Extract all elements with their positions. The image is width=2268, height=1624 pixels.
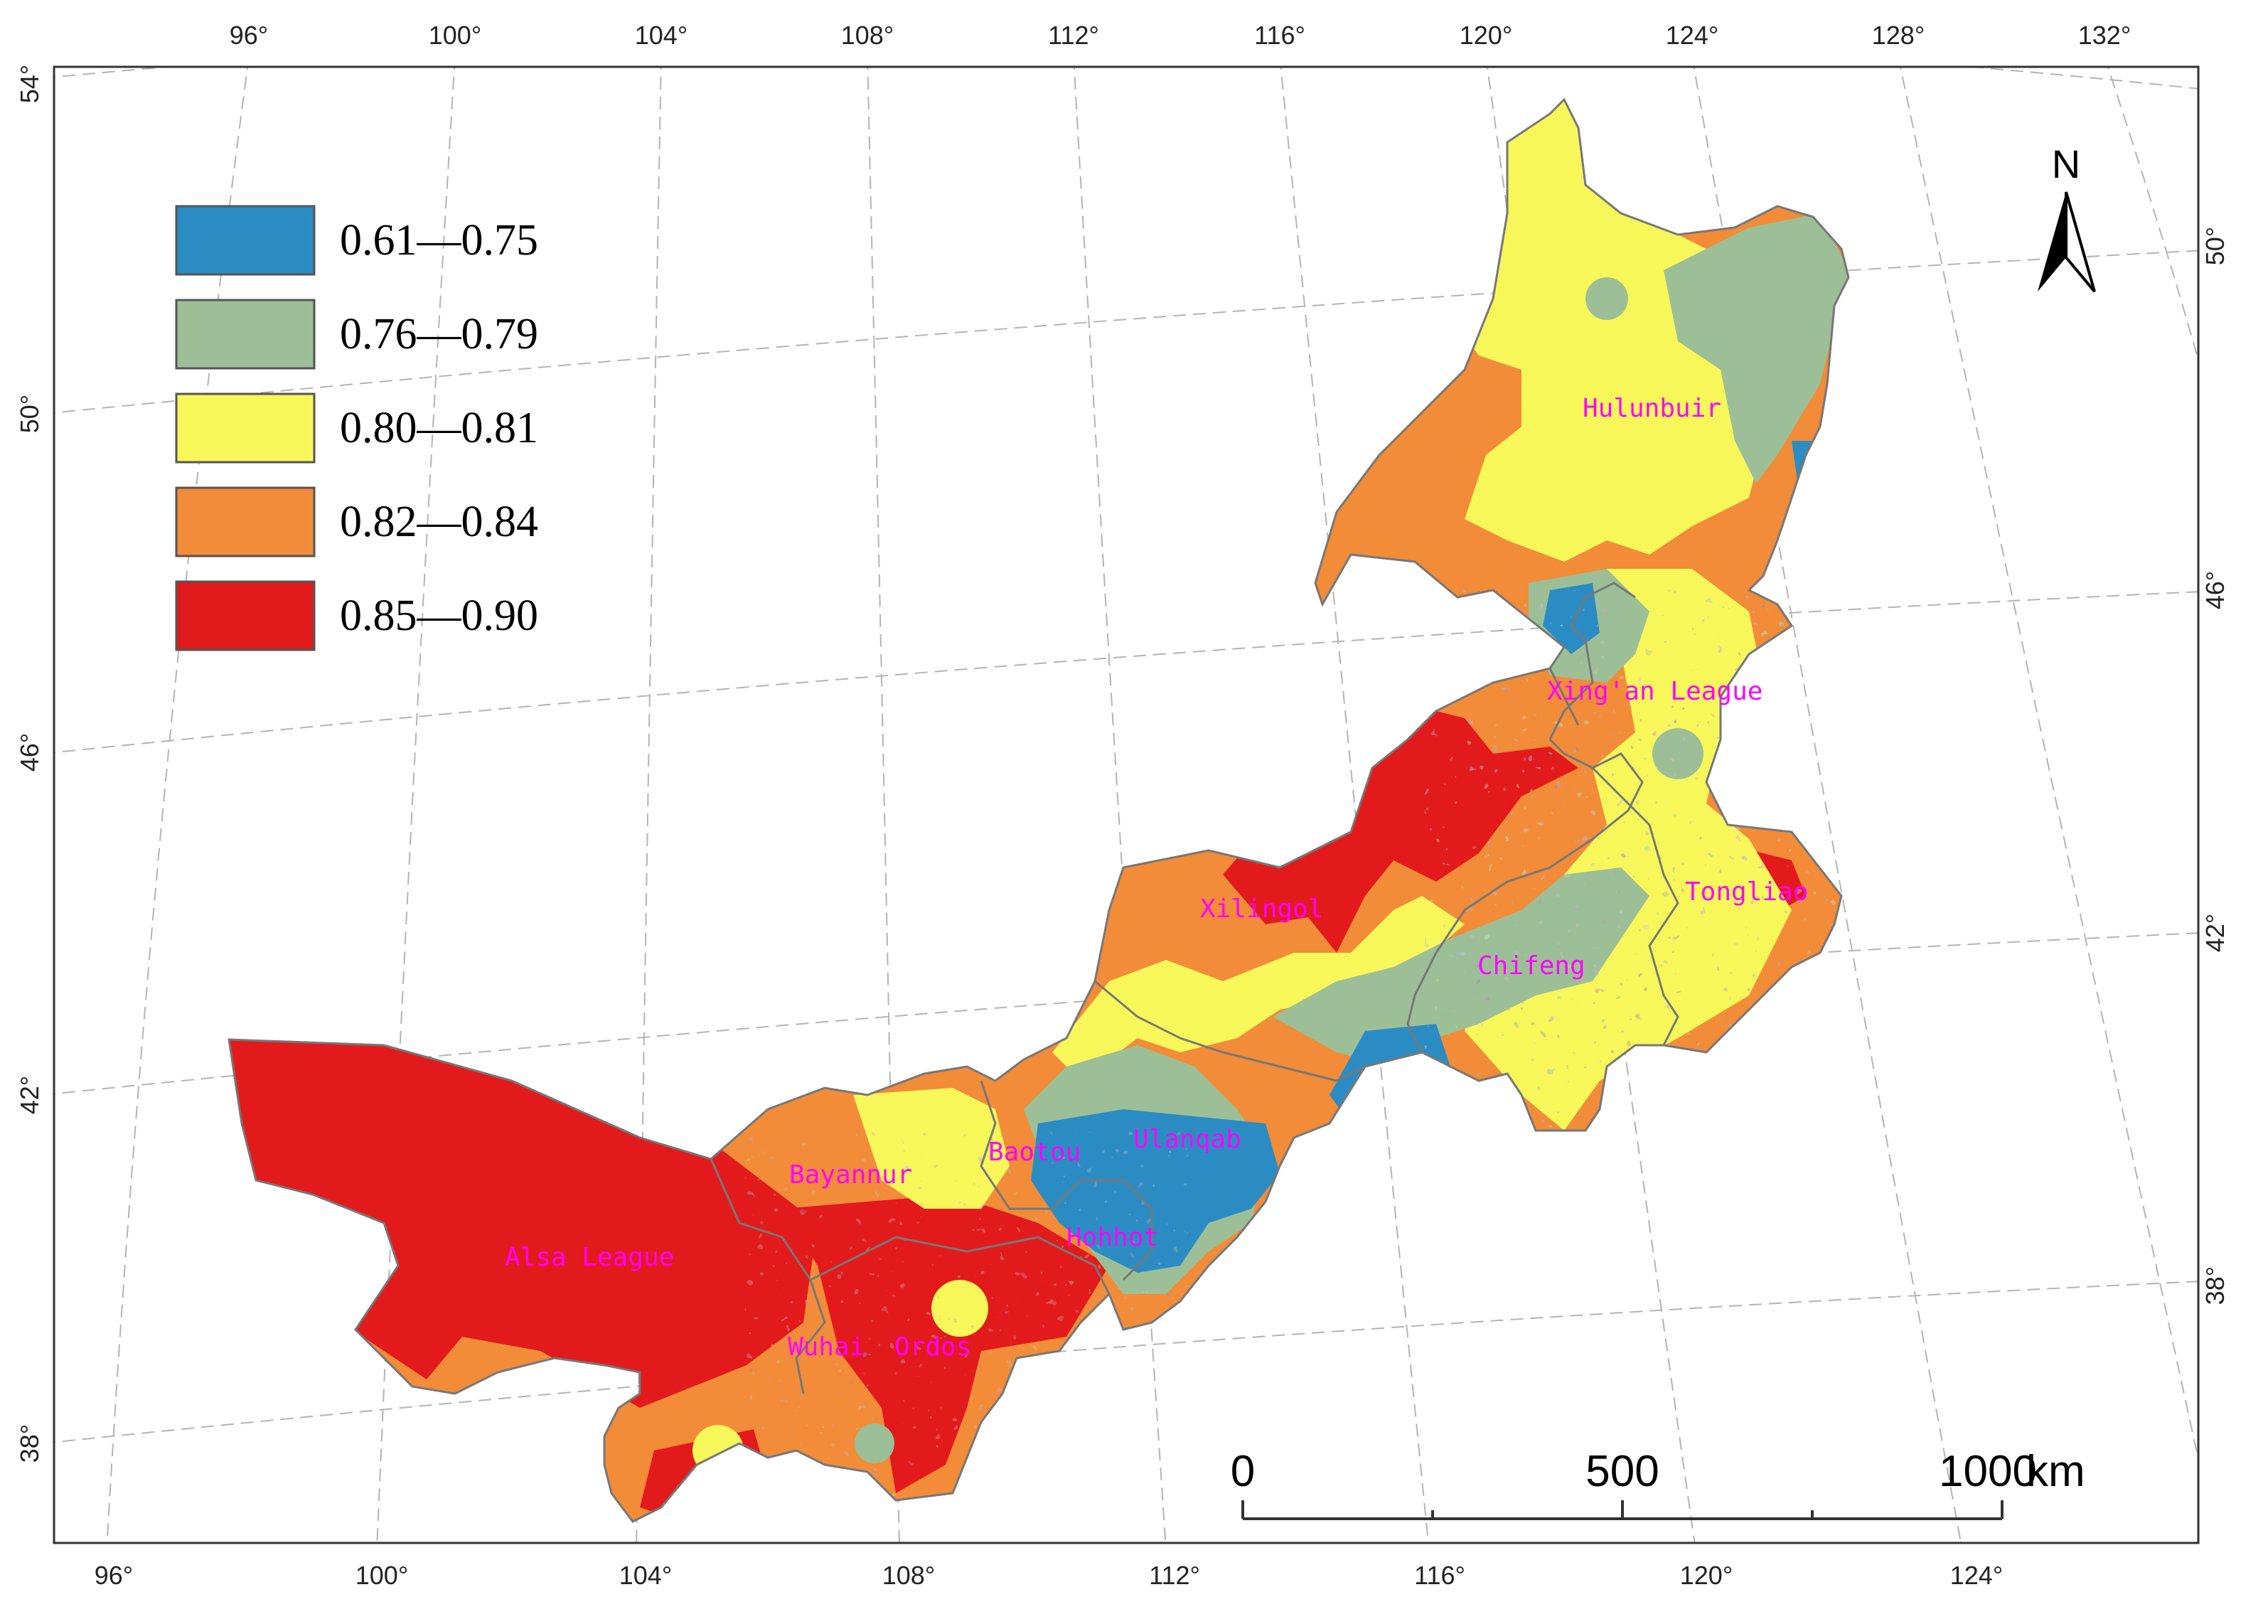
bottom-longitude-label: 112° (1149, 1561, 1200, 1590)
coordinate-ticks: 96° 100° 104° 108° 112° 116° 120° 124° 128° 132° 9… (15, 21, 2230, 1590)
legend-label: 0.85—0.90 (340, 592, 538, 640)
class-0.80-0.81-area (1457, 100, 1792, 562)
bottom-longitude-label: 124° (1950, 1561, 2003, 1590)
inner-boundary (1435, 738, 1644, 953)
legend-swatch (175, 205, 316, 276)
scale-bar-label-1000: 1000 (1939, 1447, 2037, 1496)
place-label: Hulunbuir (1583, 394, 1721, 423)
place-label: Hohhot (1066, 1223, 1159, 1252)
right-latitude-label: 50° (2200, 227, 2230, 265)
place-label: Xilingol (1200, 894, 1323, 924)
parallel (54, 591, 2198, 754)
parallel (54, 1281, 2198, 1443)
class-0.80-0.81-area (692, 1425, 744, 1476)
inner-boundary (810, 1236, 1111, 1295)
meridian (376, 67, 456, 1543)
top-longitude-label: 128° (1872, 21, 1925, 50)
place-label: Ordos (894, 1332, 971, 1362)
class-0.61-0.75-area (1543, 583, 1600, 654)
top-longitude-label: 124° (1666, 21, 1718, 50)
legend-swatch (175, 580, 316, 651)
place-label: Alsa League (505, 1243, 674, 1272)
scale-bar: 0 500 1000 km (1231, 1447, 2085, 1520)
meridian (1280, 67, 1430, 1543)
right-latitude-label: 46° (2200, 571, 2230, 609)
class-0.61-0.75-area (1792, 441, 1820, 498)
legend-label: 0.76—0.79 (340, 310, 538, 358)
top-longitude-label: 96° (230, 21, 268, 50)
legend: 0.61—0.75 0.76—0.79 0.80—0.81 0.82—0.84 0.85… (175, 205, 538, 651)
top-longitude-label: 116° (1254, 21, 1305, 50)
right-latitude-label: 38° (2200, 1266, 2230, 1305)
left-latitude-label: 50° (15, 395, 44, 433)
left-latitude-label: 46° (15, 733, 44, 771)
right-latitude-label: 42° (2200, 914, 2230, 952)
place-label: Bayannur (789, 1160, 912, 1190)
inner-boundary (1548, 668, 1580, 726)
place-label: Xing'an League (1547, 677, 1762, 706)
scale-bar-unit: km (2026, 1447, 2085, 1496)
north-label: N (2052, 141, 2080, 186)
inner-boundary (1051, 1179, 1153, 1281)
class-0.80-0.81-area (1052, 896, 1465, 1081)
legend-label: 0.61—0.75 (340, 216, 538, 265)
bottom-longitude-label: 100° (355, 1561, 408, 1590)
bottom-longitude-label: 120° (1680, 1561, 1733, 1590)
bottom-longitude-label: 108° (882, 1561, 935, 1590)
scale-bar-label-500: 500 (1585, 1447, 1659, 1496)
place-label: Chifeng (1477, 951, 1585, 981)
left-latitude-label: 38° (15, 1424, 44, 1463)
top-longitude-label: 132° (2078, 21, 2131, 50)
left-latitude-label: 54° (15, 65, 44, 103)
admin-boundaries (228, 97, 1850, 1523)
class-0.80-0.81-area (1618, 438, 1681, 501)
map-frame (53, 65, 2200, 1544)
bottom-longitude-label: 116° (1414, 1561, 1465, 1590)
legend-swatch (175, 299, 316, 370)
place-label: Baotou (988, 1138, 1081, 1167)
legend-label: 0.82—0.84 (340, 498, 538, 546)
legend-swatch (175, 392, 316, 464)
north-arrow-right-half (2065, 191, 2096, 293)
region-outline (228, 97, 1850, 1523)
north-arrow-icon: N (2038, 141, 2096, 293)
left-latitude-label: 42° (15, 1076, 44, 1114)
class-0.76-0.79-area (1585, 277, 1628, 320)
inner-boundary (980, 1080, 1052, 1210)
inner-boundary (1094, 980, 1366, 1082)
top-longitude-label: 108° (841, 21, 894, 50)
top-longitude-label: 120° (1460, 21, 1512, 50)
index-raster (229, 100, 1849, 1522)
north-arrow-left-half (2038, 192, 2066, 292)
scale-bar-label-0: 0 (1231, 1447, 1255, 1496)
meridian (2107, 67, 2198, 363)
meridian (106, 67, 249, 1543)
legend-swatch (175, 486, 316, 557)
top-longitude-label: 100° (429, 21, 481, 50)
place-label: Tongliao (1685, 877, 1808, 907)
bottom-longitude-label: 104° (619, 1561, 672, 1590)
legend-label: 0.80—0.81 (340, 404, 538, 452)
meridian (1073, 67, 1167, 1543)
place-labels: Hulunbuir Xing'an League Tongliao Chifeng Xi… (505, 394, 1808, 1362)
top-longitude-label: 112° (1048, 21, 1099, 50)
inner-boundary (1406, 952, 1438, 1053)
meridian (1899, 67, 2198, 1463)
bottom-longitude-label: 96° (95, 1561, 133, 1590)
place-label: Wuhai (788, 1332, 865, 1362)
place-label: Ulanqab (1133, 1125, 1241, 1154)
parallel (54, 250, 2198, 414)
class-0.85-0.90-area (229, 995, 818, 1408)
inner-boundary (1591, 766, 1679, 1046)
top-longitude-label: 104° (635, 21, 688, 50)
class-0.76-0.79-area (1664, 213, 1849, 484)
